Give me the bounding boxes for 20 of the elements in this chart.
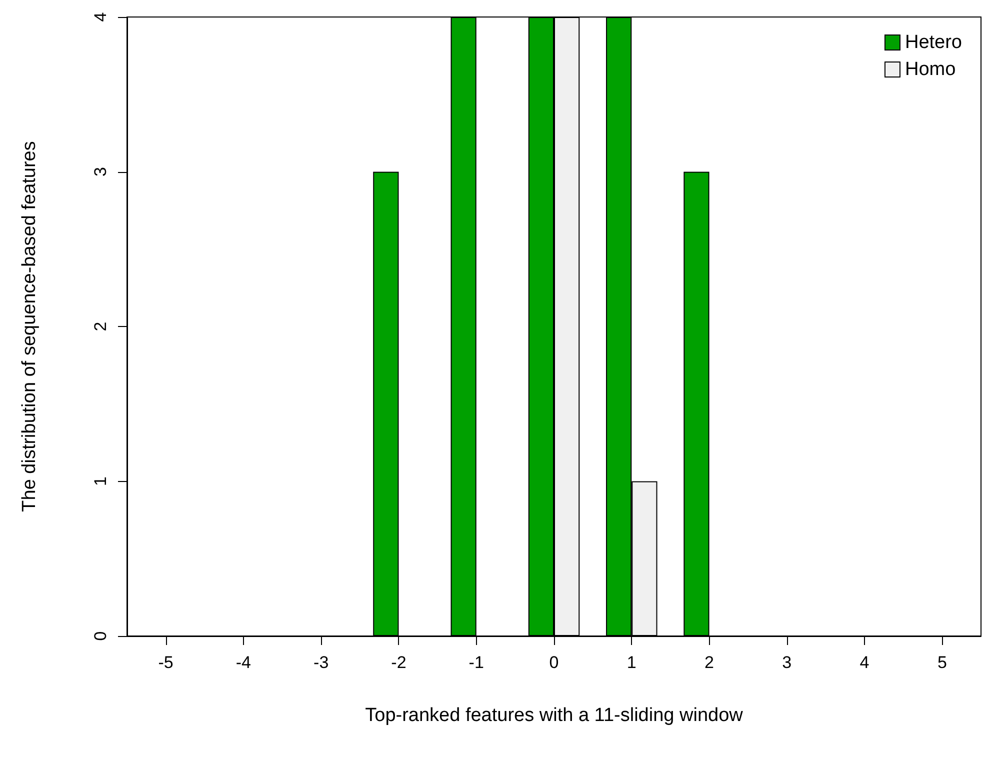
x-tick-label: 4 (860, 653, 870, 672)
x-tick-label: 3 (782, 653, 792, 672)
x-tick-label: 0 (549, 653, 559, 672)
y-tick-label: 0 (91, 631, 110, 641)
x-axis-title: Top-ranked features with a 11-sliding window (365, 705, 744, 726)
x-tick-label: 2 (704, 653, 714, 672)
x-tick-label: 5 (937, 653, 947, 672)
x-tick-label: -1 (468, 653, 484, 672)
x-tick-label: -5 (158, 653, 174, 672)
x-tick-label: 1 (626, 653, 636, 672)
y-axis-title: The distribution of sequence-based features (19, 141, 40, 512)
x-tick-label: -3 (314, 653, 329, 672)
y-tick-label: 4 (91, 12, 110, 22)
y-tick-label: 3 (91, 167, 110, 176)
x-tick-label: -2 (391, 653, 406, 672)
y-tick-label: 1 (91, 476, 110, 486)
legend-label: Homo (904, 59, 956, 80)
y-tick-label: 2 (91, 322, 110, 332)
legend-label: Hetero (904, 32, 962, 53)
x-tick-label: -4 (236, 653, 252, 672)
